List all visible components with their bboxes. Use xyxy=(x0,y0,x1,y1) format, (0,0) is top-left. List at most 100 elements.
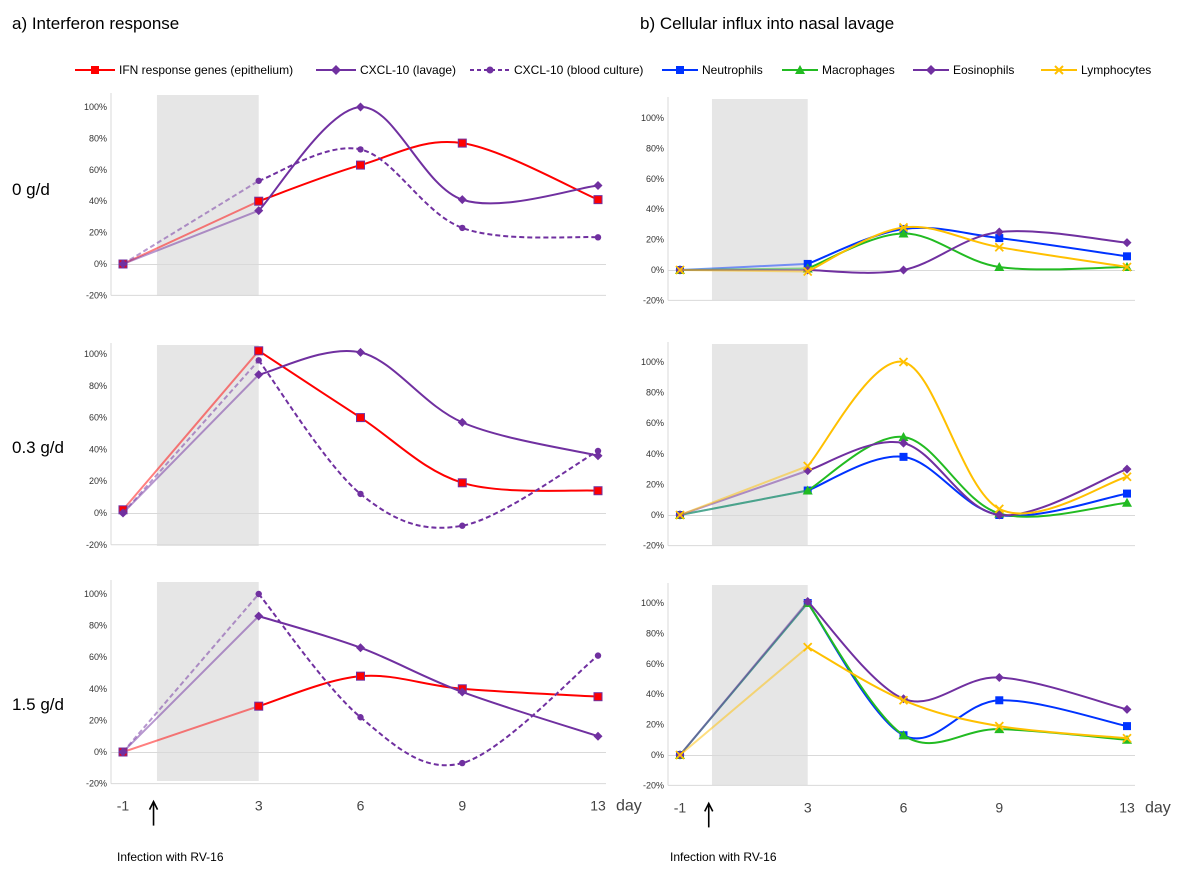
infection-note-right: Infection with RV-16 xyxy=(670,850,777,864)
y-tick-label: 0% xyxy=(651,265,664,275)
y-tick-label: 20% xyxy=(646,235,664,245)
series-point-cxcl_blood xyxy=(255,357,262,364)
series-line-ifn xyxy=(258,349,599,492)
series-point-eosinophils xyxy=(1122,238,1132,248)
series-point-ifn xyxy=(356,160,365,170)
series-point-macrophages xyxy=(898,228,909,238)
series-point-cxcl_lavage xyxy=(254,370,264,380)
y-tick-label: 100% xyxy=(84,349,107,359)
dose-label-03: 0.3 g/d xyxy=(12,438,64,457)
series-point-cxcl_lavage xyxy=(457,195,467,205)
series-line-neutrophils xyxy=(806,602,1128,740)
x-tick-label: 3 xyxy=(804,799,812,815)
y-tick-label: -20% xyxy=(86,540,107,550)
legend-swatch-neutrophils xyxy=(662,66,698,74)
series-line-lymphocytes xyxy=(807,646,1128,740)
dose-label-15: 1.5 g/d xyxy=(12,695,64,714)
legend-label-macrophages: Macrophages xyxy=(822,63,895,77)
legend-item-ifn: IFN response genes (epithelium) xyxy=(75,63,293,77)
series-point-neutrophils xyxy=(995,234,1004,243)
chart-a-15: 100% 80% 60% 40% 20% 0% -20% -1 3 6 9 13 day xyxy=(84,580,642,826)
series-line-eosinophils xyxy=(807,230,1128,274)
infection-arrow-head xyxy=(148,799,159,810)
y-tick-label: 100% xyxy=(641,598,664,608)
series-point-ifn xyxy=(254,701,264,711)
series-line-faded-macrophages xyxy=(679,489,808,516)
series-point-cxcl_blood xyxy=(594,447,602,455)
y-tick-label: 0% xyxy=(94,747,107,757)
series-line-faded-lymphocytes xyxy=(679,646,809,756)
series-line-neutrophils xyxy=(807,226,1128,265)
legend-item-cxcl-lavage: CXCL-10 (lavage) xyxy=(316,63,456,77)
series-point-eosinophils xyxy=(994,227,1004,237)
series-point-eosinophils xyxy=(899,438,908,448)
legend-label-eosinophils: Eosinophils xyxy=(953,63,1015,77)
x-tick-label: 3 xyxy=(255,798,263,814)
series-point-macrophages xyxy=(1122,497,1132,507)
shaded-infection-period xyxy=(156,95,259,296)
series-point-ifn xyxy=(356,671,365,681)
chart-a-0: 100% 80% 60% 40% 20% 0% -20% xyxy=(84,93,606,300)
series-line-lymphocytes xyxy=(807,225,1128,273)
series-point-eosinophils xyxy=(994,510,1004,520)
legend-swatch-lymphocytes xyxy=(1041,65,1077,75)
series-point-ifn xyxy=(254,346,264,356)
series-point-cxcl_blood xyxy=(119,260,127,268)
legend-swatch-ifn xyxy=(75,66,115,74)
y-tick-label: 80% xyxy=(646,388,664,398)
series-point-ifn xyxy=(457,478,467,488)
y-tick-label: 40% xyxy=(89,444,107,454)
series-point-eosinophils xyxy=(1122,704,1132,714)
y-tick-label: 40% xyxy=(646,204,664,214)
series-line-faded-cxcl_lavage xyxy=(122,615,260,753)
y-tick-label: 60% xyxy=(89,413,107,423)
y-tick-label: -20% xyxy=(643,780,664,790)
y-tick-label: 0% xyxy=(94,259,107,269)
series-point-macrophages xyxy=(802,485,813,495)
series-line-faded-lymphocytes xyxy=(679,465,809,516)
series-line-cxcl_lavage xyxy=(258,350,599,457)
legend-label-ifn: IFN response genes (epithelium) xyxy=(119,63,294,77)
series-point-cxcl_lavage xyxy=(593,731,603,741)
legend-label-cxcl-lavage: CXCL-10 (lavage) xyxy=(360,63,457,77)
series-point-eosinophils xyxy=(803,596,813,606)
series-point-macrophages xyxy=(898,730,909,740)
series-point-cxcl_lavage xyxy=(457,417,467,427)
series-point-neutrophils xyxy=(1123,489,1131,498)
legend-swatch-cxcl-lavage xyxy=(316,65,356,75)
y-tick-label: 20% xyxy=(646,479,664,489)
series-line-faded-ifn xyxy=(122,350,260,511)
panel-a-title: a) Interferon response xyxy=(12,14,180,33)
series-point-neutrophils xyxy=(995,696,1004,705)
x-tick-label: -1 xyxy=(674,799,687,815)
x-tick-label: 13 xyxy=(1119,799,1135,815)
series-point-cxcl_blood xyxy=(119,748,127,756)
series-point-lymphocytes xyxy=(898,222,909,233)
series-line-eosinophils xyxy=(807,440,1128,517)
series-point-lymphocytes xyxy=(1122,733,1132,743)
series-point-lymphocytes xyxy=(898,357,909,367)
series-point-lymphocytes xyxy=(675,265,685,275)
series-point-eosinophils xyxy=(1122,464,1132,474)
series-line-neutrophils xyxy=(807,455,1128,517)
chart-b-15: 100% 80% 60% 40% 20% 0% -20% -1 3 6 9 13 day xyxy=(641,583,1171,828)
y-tick-label: 0% xyxy=(651,510,664,520)
panel-b-title: b) Cellular influx into nasal lavage xyxy=(640,14,895,33)
series-point-lymphocytes xyxy=(994,721,1004,731)
y-tick-label: 60% xyxy=(89,652,107,662)
series-line-faded-ifn xyxy=(122,705,260,753)
y-tick-label: 20% xyxy=(89,715,107,725)
legend-swatch-eosinophils xyxy=(913,65,949,75)
x-unit-label: day xyxy=(616,798,642,815)
y-tick-label: 80% xyxy=(89,621,107,631)
series-point-ifn xyxy=(593,692,603,702)
y-tick-label: 100% xyxy=(641,357,664,367)
series-point-macrophages xyxy=(994,724,1005,734)
y-tick-label: -20% xyxy=(86,290,107,300)
legend-swatch-cxcl-blood xyxy=(470,66,510,74)
y-tick-label: 60% xyxy=(646,174,664,184)
y-tick-label: 40% xyxy=(646,689,664,699)
series-line-cxcl_lavage xyxy=(258,615,599,738)
y-tick-label: -20% xyxy=(643,541,664,551)
